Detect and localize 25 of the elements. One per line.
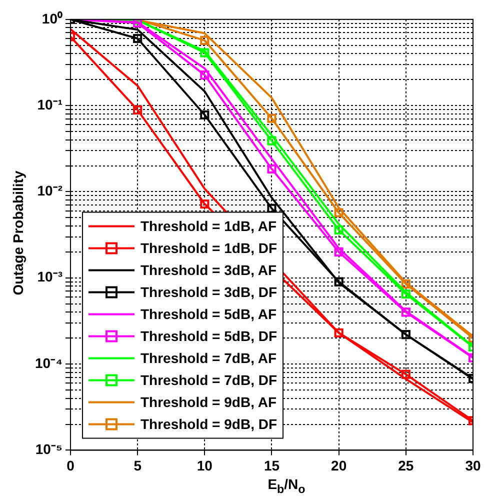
legend-label: Threshold = 5dB, AF (140, 306, 277, 322)
legend-label: Threshold = 3dB, AF (140, 262, 277, 278)
x-tick-label: 30 (465, 457, 481, 474)
y-tick-label: 10⁻¹ (37, 96, 63, 112)
x-tick-label: 20 (331, 457, 347, 474)
y-axis-title: Outage Probability (10, 170, 26, 296)
legend-label: Threshold = 7dB, DF (140, 372, 278, 388)
legend-label: Threshold = 3dB, DF (140, 284, 278, 300)
legend-label: Threshold = 9dB, DF (140, 416, 278, 432)
legend-label: Threshold = 7dB, AF (140, 350, 277, 366)
y-tick-label: 10⁻⁴ (34, 354, 63, 371)
legend-label: Threshold = 5dB, DF (140, 328, 278, 344)
legend-label: Threshold = 9dB, AF (140, 394, 277, 410)
x-tick-label: 5 (134, 457, 142, 474)
legend-label: Threshold = 1dB, DF (140, 240, 278, 256)
y-tick-label: 10⁰ (42, 10, 62, 26)
legend-label: Threshold = 1dB, AF (140, 218, 277, 234)
x-axis-title: E$_{b}$/N$_{o}$ (266, 476, 306, 496)
y-tick-label: 10⁻³ (37, 268, 63, 285)
x-tick-label: 10 (196, 457, 213, 474)
x-tick-label: 25 (398, 457, 414, 474)
x-tick-label: 0 (66, 457, 75, 474)
y-tick-label: 10⁻⁵ (35, 441, 62, 458)
y-tick-label: 10⁻² (37, 182, 63, 199)
x-tick-label: 15 (264, 457, 280, 474)
